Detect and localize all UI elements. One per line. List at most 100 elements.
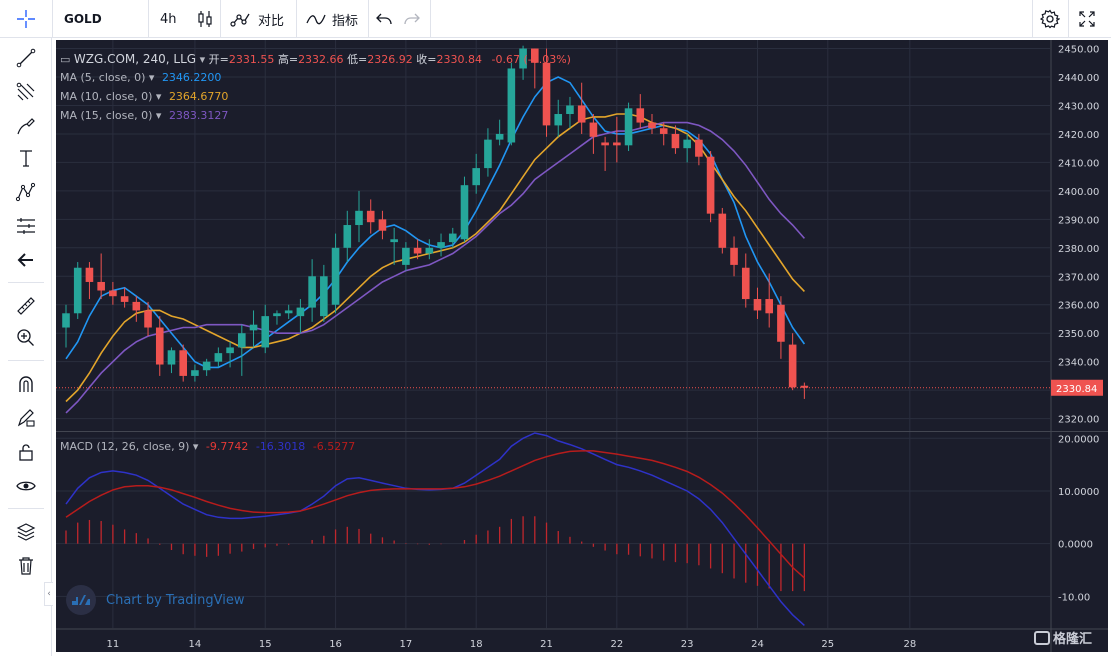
legend-low-label: 低= bbox=[347, 53, 368, 66]
trend-line-tool[interactable] bbox=[10, 44, 42, 72]
candle-body bbox=[788, 344, 797, 388]
measure-tool[interactable] bbox=[10, 292, 42, 320]
candle-body bbox=[624, 108, 633, 146]
candle-body bbox=[261, 316, 270, 348]
tradingview-logo-icon bbox=[66, 585, 96, 615]
arrow-left-icon bbox=[17, 253, 33, 267]
eye-icon bbox=[16, 481, 36, 491]
compare-label: 对比 bbox=[258, 13, 285, 29]
undo-button[interactable] bbox=[376, 0, 392, 38]
candle-body bbox=[425, 247, 434, 254]
candles-icon bbox=[198, 11, 212, 27]
candle-body bbox=[402, 247, 410, 265]
ma5-legend[interactable]: MA (5, close, 0) ▾ 2346.2200 bbox=[60, 71, 222, 84]
candle-body bbox=[706, 156, 715, 214]
interval-button[interactable]: 4h bbox=[160, 11, 177, 27]
pattern-tool[interactable] bbox=[10, 178, 42, 206]
gear-icon bbox=[1040, 9, 1060, 29]
macd-tick-label: -10.00 bbox=[1058, 592, 1090, 603]
back-arrow-tool[interactable] bbox=[10, 246, 42, 274]
fullscreen-button[interactable] bbox=[1078, 0, 1096, 38]
ma15-legend[interactable]: MA (15, close, 0) ▾ 2383.3127 bbox=[60, 109, 229, 122]
drawing-mode-tool[interactable] bbox=[10, 404, 42, 432]
price-tick-label: 2360.00 bbox=[1058, 301, 1099, 312]
candle-body bbox=[226, 347, 234, 354]
macd-value-3: -6.5277 bbox=[312, 440, 356, 453]
macd-legend[interactable]: MACD (12, 26, close, 9) ▾ -9.7742 -16.30… bbox=[60, 440, 356, 453]
collapse-toolbar-button[interactable]: ‹ bbox=[44, 582, 53, 606]
candle-body bbox=[355, 210, 363, 226]
date-tick-label: 22 bbox=[610, 639, 623, 650]
legend-change: -0.67 (-0.03%) bbox=[491, 53, 571, 66]
projection-tool[interactable] bbox=[10, 212, 42, 240]
candle-body bbox=[566, 105, 574, 115]
candle-body bbox=[132, 301, 141, 311]
candle-body bbox=[85, 267, 94, 282]
text-icon bbox=[20, 150, 32, 167]
watermark-text: 格隆汇 bbox=[1053, 632, 1093, 647]
legend-high-label: 高= bbox=[277, 53, 299, 66]
pitchfork-tool[interactable] bbox=[10, 78, 42, 106]
candle-body bbox=[519, 48, 527, 69]
candle-body bbox=[331, 247, 340, 305]
chart-type-button[interactable] bbox=[196, 0, 214, 38]
candle-body bbox=[191, 370, 199, 376]
visibility-tool[interactable] bbox=[10, 472, 42, 500]
ruler-icon bbox=[17, 297, 35, 315]
chart-area[interactable]: 2320.002330.002340.002350.002360.002370.… bbox=[56, 40, 1108, 652]
watermark-logo-icon bbox=[1034, 630, 1050, 645]
date-tick-label: 15 bbox=[259, 639, 272, 650]
signal-line bbox=[65, 450, 805, 579]
lock-tool[interactable] bbox=[10, 438, 42, 466]
candle-body bbox=[542, 62, 551, 126]
candle-body bbox=[613, 142, 621, 146]
ma10-line bbox=[65, 113, 805, 403]
candle-body bbox=[577, 105, 586, 123]
indicators-label: 指标 bbox=[332, 13, 359, 29]
legend-title: WZG.COM, 240, LLG bbox=[73, 52, 197, 66]
candle-body bbox=[296, 307, 305, 317]
drawing-toolbar: ‹ bbox=[0, 38, 53, 656]
price-tick-label: 2370.00 bbox=[1058, 272, 1099, 283]
indicators-button[interactable]: 指标 bbox=[306, 0, 358, 38]
magnet-tool[interactable] bbox=[10, 370, 42, 398]
crosshair-icon bbox=[17, 10, 35, 28]
price-tick-label: 2380.00 bbox=[1058, 244, 1099, 255]
compare-button[interactable]: 对比 bbox=[230, 0, 284, 38]
candle-body bbox=[659, 128, 668, 134]
crosshair-menu-button[interactable] bbox=[8, 0, 44, 38]
candle-body bbox=[390, 239, 398, 243]
candle-body bbox=[413, 247, 422, 254]
pitchfork-icon bbox=[16, 82, 35, 101]
trash-icon bbox=[19, 557, 33, 575]
pencil-lock-icon bbox=[17, 409, 35, 427]
brush-tool[interactable] bbox=[10, 112, 42, 140]
date-tick-label: 23 bbox=[681, 639, 694, 650]
price-tick-label: 2450.00 bbox=[1058, 45, 1099, 56]
ma10-legend[interactable]: MA (10, close, 0) ▾ 2364.6770 bbox=[60, 90, 229, 103]
candle-body bbox=[671, 133, 680, 149]
text-tool[interactable] bbox=[10, 144, 42, 172]
ma10-label: MA (10, close, 0) bbox=[60, 90, 153, 103]
zoom-tool[interactable] bbox=[10, 324, 42, 352]
candle-body bbox=[777, 304, 785, 342]
tradingview-branding[interactable]: Chart by TradingView bbox=[66, 585, 244, 615]
date-tick-label: 17 bbox=[400, 639, 413, 650]
candle-body bbox=[636, 108, 645, 123]
legend-collapse-icon[interactable]: ▭ bbox=[60, 53, 74, 66]
redo-icon bbox=[404, 13, 420, 25]
candle-body bbox=[683, 139, 691, 149]
ma15-value: 2383.3127 bbox=[168, 109, 229, 122]
candle-body bbox=[73, 267, 82, 314]
symbol-button[interactable]: GOLD bbox=[64, 12, 102, 26]
settings-button[interactable] bbox=[1040, 0, 1060, 38]
remove-drawings-tool[interactable] bbox=[10, 552, 42, 580]
candle-body bbox=[202, 361, 211, 371]
redo-button[interactable] bbox=[404, 0, 420, 38]
legend-open: 2331.55 bbox=[228, 53, 275, 66]
last-price-label: 2330.84 bbox=[1056, 384, 1097, 395]
object-tree-tool[interactable] bbox=[10, 518, 42, 546]
candle-body bbox=[155, 327, 164, 365]
main-legend: ▭ WZG.COM, 240, LLG ▾ 开=2331.55 高=2332.6… bbox=[60, 52, 571, 66]
macd-tick-label: 10.0000 bbox=[1058, 487, 1099, 498]
